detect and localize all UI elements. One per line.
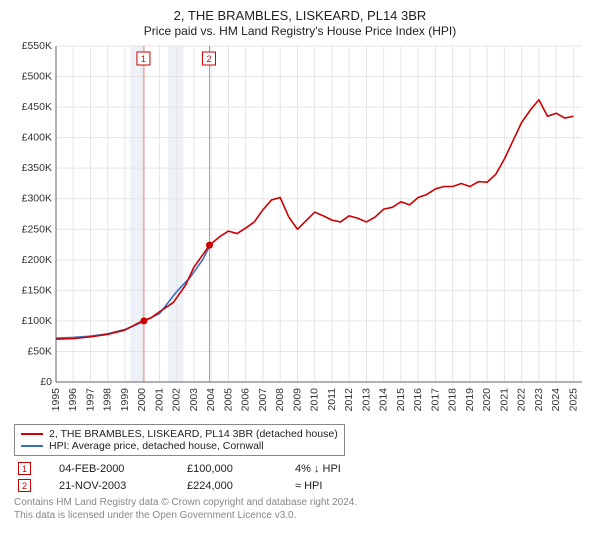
svg-text:2008: 2008: [274, 388, 286, 412]
svg-text:£200K: £200K: [22, 254, 52, 266]
svg-text:£50K: £50K: [27, 345, 52, 357]
table-row: 1 04-FEB-2000 £100,000 4% ↓ HPI: [14, 462, 586, 475]
price-chart: £0 £50K £100K £150K £200K £250K £300K £350K £400…: [14, 42, 586, 420]
sale-price: £224,000: [187, 480, 267, 492]
legend-label: HPI: Average price, detached house, Corn…: [49, 440, 264, 452]
footer: Contains HM Land Registry data © Crown c…: [14, 496, 586, 522]
legend-item: 2, THE BRAMBLES, LISKEARD, PL14 3BR (det…: [21, 428, 338, 440]
svg-text:2025: 2025: [567, 388, 579, 412]
svg-text:2007: 2007: [257, 388, 269, 412]
svg-text:£450K: £450K: [22, 101, 52, 113]
svg-text:£0: £0: [40, 376, 52, 388]
svg-text:2001: 2001: [153, 388, 165, 412]
svg-text:2000: 2000: [136, 388, 148, 412]
svg-text:£400K: £400K: [22, 132, 52, 144]
svg-text:2013: 2013: [360, 388, 372, 412]
svg-text:2021: 2021: [498, 388, 510, 412]
svg-text:£550K: £550K: [22, 42, 52, 52]
svg-text:2019: 2019: [464, 388, 476, 412]
footer-line: This data is licensed under the Open Gov…: [14, 509, 586, 522]
svg-text:£100K: £100K: [22, 315, 52, 327]
svg-text:£250K: £250K: [22, 223, 52, 235]
svg-text:2: 2: [206, 54, 211, 64]
svg-text:2006: 2006: [240, 388, 252, 412]
page-subtitle: Price paid vs. HM Land Registry's House …: [14, 24, 586, 38]
svg-text:2016: 2016: [412, 388, 424, 412]
svg-text:2003: 2003: [188, 388, 200, 412]
svg-text:2022: 2022: [516, 388, 528, 412]
sale-marker-icon: 1: [18, 462, 31, 475]
svg-text:2024: 2024: [550, 388, 562, 412]
legend-item: HPI: Average price, detached house, Corn…: [21, 440, 338, 452]
legend-label: 2, THE BRAMBLES, LISKEARD, PL14 3BR (det…: [49, 428, 338, 440]
svg-text:1995: 1995: [50, 388, 62, 412]
svg-text:2018: 2018: [447, 388, 459, 412]
table-row: 2 21-NOV-2003 £224,000 ≈ HPI: [14, 479, 586, 492]
svg-text:2023: 2023: [533, 388, 545, 412]
sale-date: 04-FEB-2000: [59, 463, 159, 475]
svg-text:2011: 2011: [326, 388, 338, 411]
svg-text:1997: 1997: [84, 388, 96, 412]
svg-text:2002: 2002: [171, 388, 183, 412]
sale-price: £100,000: [187, 463, 267, 475]
sale-delta: 4% ↓ HPI: [295, 463, 341, 475]
svg-text:2014: 2014: [378, 388, 390, 412]
sale-delta: ≈ HPI: [295, 480, 322, 492]
legend-swatch: [21, 445, 43, 447]
svg-text:2004: 2004: [205, 388, 217, 412]
svg-text:£300K: £300K: [22, 193, 52, 205]
svg-text:2020: 2020: [481, 388, 493, 412]
svg-text:2012: 2012: [343, 388, 355, 412]
sales-table: 1 04-FEB-2000 £100,000 4% ↓ HPI 2 21-NOV…: [14, 462, 586, 492]
chart-svg: £0 £50K £100K £150K £200K £250K £300K £350K £400…: [14, 42, 586, 420]
sale-date: 21-NOV-2003: [59, 480, 159, 492]
svg-text:2017: 2017: [429, 388, 441, 412]
svg-text:2010: 2010: [309, 388, 321, 412]
svg-text:1998: 1998: [102, 388, 114, 412]
svg-text:2005: 2005: [222, 388, 234, 412]
legend-swatch: [21, 433, 43, 435]
svg-text:£150K: £150K: [22, 284, 52, 296]
svg-text:1: 1: [141, 54, 146, 64]
svg-text:£350K: £350K: [22, 162, 52, 174]
svg-text:£500K: £500K: [22, 71, 52, 83]
footer-line: Contains HM Land Registry data © Crown c…: [14, 496, 586, 509]
legend: 2, THE BRAMBLES, LISKEARD, PL14 3BR (det…: [14, 424, 345, 456]
page-title: 2, THE BRAMBLES, LISKEARD, PL14 3BR: [14, 8, 586, 23]
sale-marker-icon: 2: [18, 479, 31, 492]
svg-text:1999: 1999: [119, 388, 131, 412]
svg-text:2015: 2015: [395, 388, 407, 412]
svg-text:2009: 2009: [291, 388, 303, 412]
svg-text:1996: 1996: [67, 388, 79, 412]
